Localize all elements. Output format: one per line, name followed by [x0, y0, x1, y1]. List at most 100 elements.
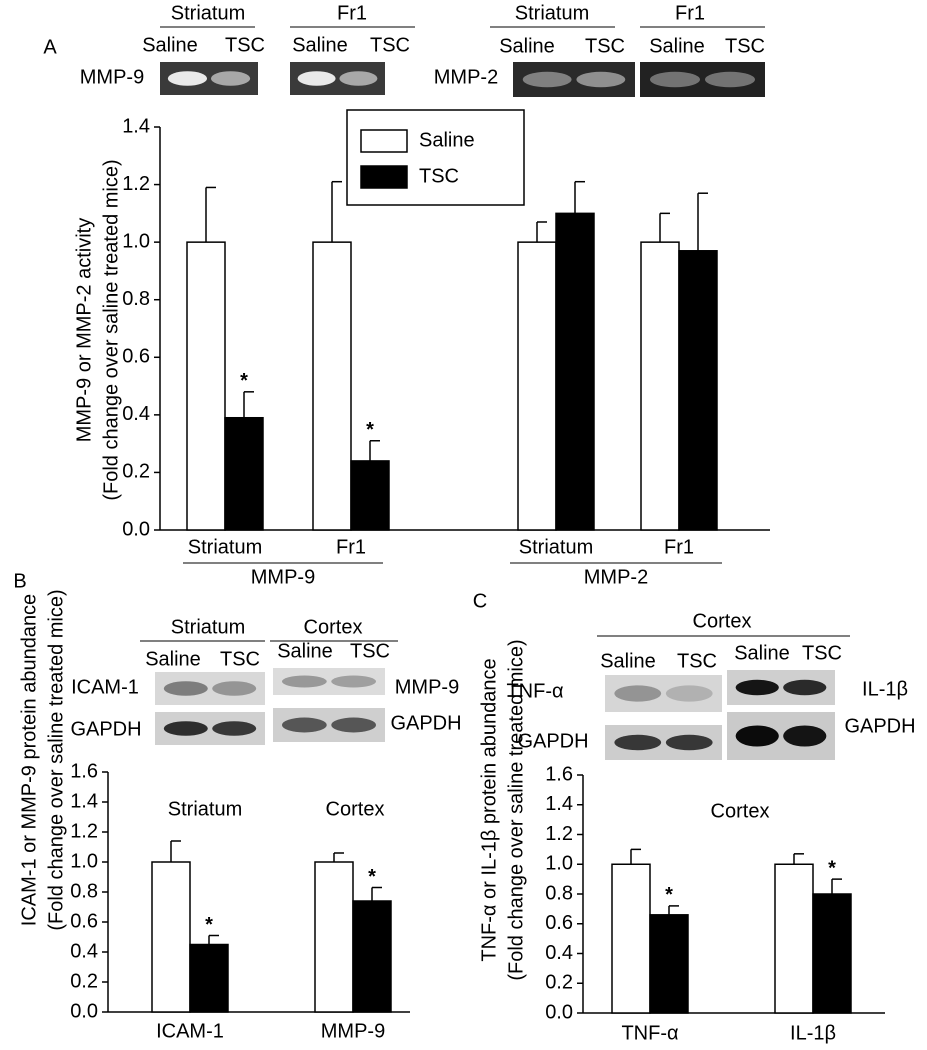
x-tick-label: Fr1	[336, 536, 366, 558]
blot-label: Saline	[292, 34, 348, 56]
blot-band	[297, 71, 336, 86]
blot-band	[163, 721, 208, 736]
blot-label: TSC	[350, 640, 390, 662]
legend-box	[346, 109, 525, 206]
group-label: MMP-9	[251, 566, 315, 588]
blot-label: Saline	[142, 34, 198, 56]
blot-label: GAPDH	[844, 715, 915, 737]
x-tick-label: IL-1β	[790, 1022, 836, 1044]
bar	[774, 863, 814, 1014]
bar	[640, 241, 680, 531]
y-axis-label: MMP-9 or MMP-2 activity	[73, 218, 95, 442]
x-tick-label: ICAM-1	[156, 1020, 224, 1042]
y-axis-label: (Fold change over saline treated mice)	[100, 159, 122, 500]
blot-band	[167, 71, 208, 86]
y-tick-label: 1.0	[122, 230, 150, 252]
bar	[151, 861, 191, 1013]
blot-band	[331, 717, 377, 733]
blot-band	[665, 685, 713, 702]
significance-marker: *	[240, 370, 248, 392]
y-tick-label: 1.6	[70, 760, 98, 782]
y-tick-label: 0.8	[545, 882, 573, 904]
blot-band	[281, 717, 327, 733]
blot-band	[650, 71, 700, 88]
panel-label: C	[473, 590, 487, 612]
y-axis-label: TNF-α or IL-1β protein abundance	[478, 658, 500, 961]
blot	[605, 675, 722, 712]
blot-band	[576, 71, 626, 88]
blot-label: Fr1	[337, 2, 367, 24]
blot-label: GAPDH	[70, 718, 141, 740]
bar	[649, 914, 689, 1014]
y-axis-label: (Fold change over saline treated mice)	[505, 639, 527, 980]
y-tick-label: 0.6	[122, 346, 150, 368]
blot-label: Fr1	[675, 2, 705, 24]
significance-marker: *	[205, 914, 213, 936]
blot-label: Striatum	[171, 2, 245, 24]
blot-label: Saline	[649, 35, 705, 57]
significance-marker: *	[368, 866, 376, 888]
blot-band	[614, 734, 662, 751]
blot-label: TNF-α	[506, 680, 563, 702]
y-tick-label: 0.6	[70, 910, 98, 932]
blot-band	[163, 681, 208, 696]
blot-label: Saline	[145, 648, 201, 670]
blot-label: TSC	[677, 650, 717, 672]
blot-label: ICAM-1	[71, 676, 139, 698]
bar	[555, 212, 595, 531]
blot-band	[281, 675, 327, 688]
blot-label: Saline	[734, 642, 790, 664]
y-tick-label: 0.2	[70, 970, 98, 992]
blot-label: TSC	[585, 35, 625, 57]
y-tick-label: 0.8	[122, 288, 150, 310]
legend-label: TSC	[419, 165, 459, 187]
blot-label: TSC	[802, 642, 842, 664]
blot-label: Cortex	[693, 610, 752, 632]
bar	[517, 241, 557, 531]
y-tick-label: 1.6	[545, 763, 573, 785]
y-axis-label: ICAM-1 or MMP-9 protein abundance	[18, 594, 40, 926]
legend-swatch	[360, 165, 408, 189]
blot-label: TSC	[220, 648, 260, 670]
y-tick-label: 0.6	[545, 912, 573, 934]
significance-marker: *	[828, 857, 836, 879]
panel-label: A	[43, 36, 57, 58]
blot-label: TSC	[225, 34, 265, 56]
y-tick-label: 0.0	[70, 1000, 98, 1022]
blot-band	[210, 71, 251, 86]
blot	[273, 668, 385, 695]
y-tick-label: 0.8	[70, 880, 98, 902]
bar	[314, 861, 354, 1013]
y-tick-label: 1.0	[70, 850, 98, 872]
blot-label: Saline	[600, 650, 656, 672]
blot-label: Cortex	[304, 616, 363, 638]
blot-band	[783, 679, 827, 696]
subtitle: Cortex	[711, 800, 770, 822]
blot-band	[735, 679, 779, 696]
bar	[350, 460, 390, 531]
blot-label: MMP-9	[80, 66, 144, 88]
group-label: MMP-2	[584, 566, 648, 588]
blot-label: Saline	[499, 35, 555, 57]
blot-label: Saline	[277, 640, 333, 662]
y-tick-label: 1.2	[122, 173, 150, 195]
bar	[189, 943, 229, 1013]
blot-label: Striatum	[171, 616, 245, 638]
x-tick-label: MMP-9	[321, 1020, 385, 1042]
blot-label: TSC	[370, 34, 410, 56]
bar	[224, 416, 264, 531]
y-tick-label: 1.0	[545, 853, 573, 875]
blot-band	[212, 681, 257, 696]
y-axis-label: (Fold change over saline treated mice)	[45, 589, 67, 930]
subtitle: Cortex	[326, 798, 385, 820]
y-tick-label: 1.4	[545, 793, 573, 815]
bar	[352, 900, 392, 1013]
y-tick-label: 0.4	[122, 403, 150, 425]
blot-label: GAPDH	[390, 712, 461, 734]
panel-label: B	[13, 570, 26, 592]
blot-label: MMP-9	[395, 676, 459, 698]
significance-marker: *	[366, 419, 374, 441]
blot-band	[331, 675, 377, 688]
